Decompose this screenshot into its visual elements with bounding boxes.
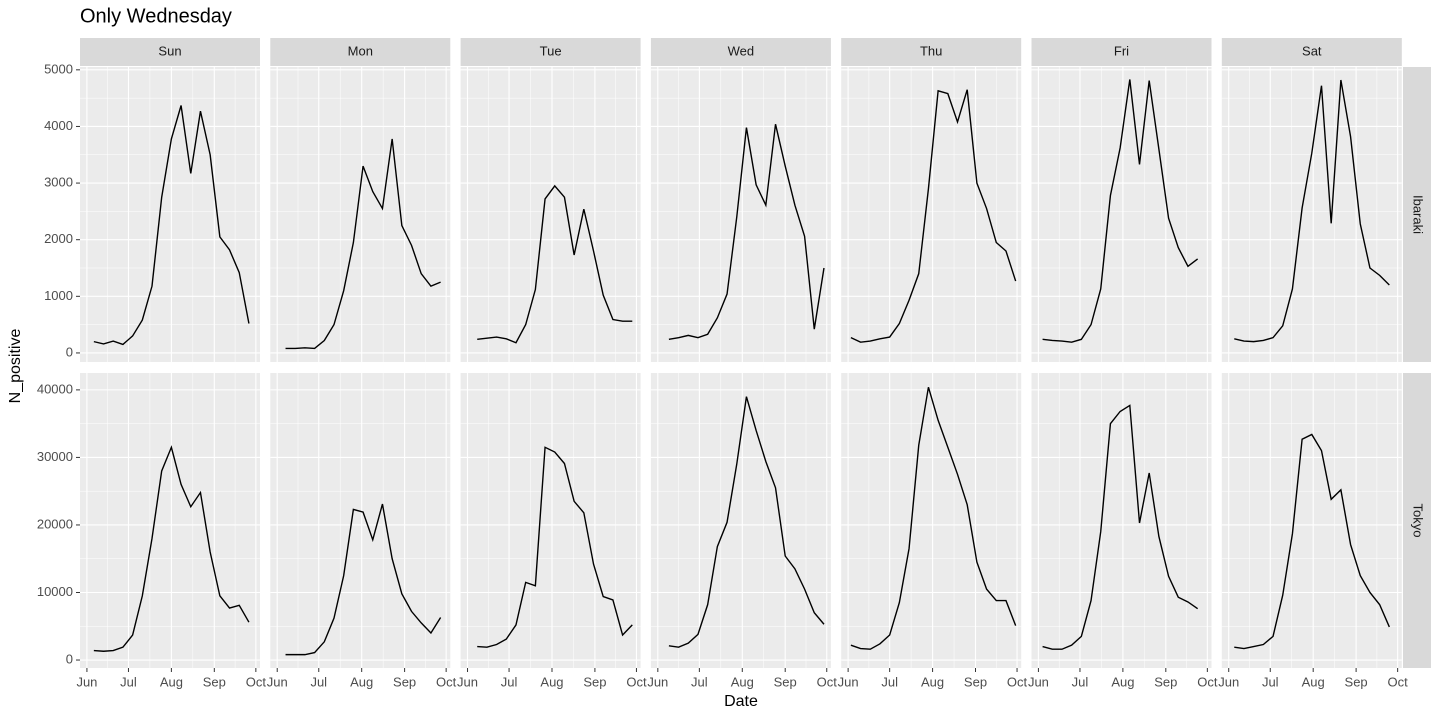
panel-background (270, 373, 451, 668)
x-tick-label: Jul (881, 674, 898, 689)
x-tick-label: Sep (1345, 674, 1368, 689)
panel-background (80, 373, 260, 668)
strip-label: Tokyo (1411, 504, 1426, 538)
x-tick-label: Sep (583, 674, 606, 689)
strip-background (841, 38, 1022, 66)
panel-background (841, 67, 1022, 362)
x-tick-label: Jul (501, 674, 518, 689)
x-tick-label: Jul (310, 674, 327, 689)
x-tick-label: Jul (1072, 674, 1089, 689)
data-line (93, 445, 250, 652)
data-line (477, 446, 633, 648)
y-tick-label: 40000 (37, 381, 73, 396)
x-tick-label: Aug (1302, 674, 1325, 689)
x-tick-label: Sep (964, 674, 987, 689)
strip-label: Tue (540, 43, 562, 58)
data-line (850, 89, 1017, 343)
panel-background (841, 373, 1022, 668)
chart-title: Only Wednesday (80, 5, 232, 27)
data-line (93, 105, 250, 346)
panel-background (270, 67, 451, 362)
data-line (668, 124, 825, 341)
strip-background (1031, 38, 1212, 66)
y-tick-label: 20000 (37, 516, 73, 531)
data-line (285, 138, 441, 350)
x-tick-label: Jul (691, 674, 708, 689)
data-line (668, 396, 825, 648)
panel-background (1031, 373, 1212, 668)
strip-label: Wed (728, 43, 755, 58)
strip-background (1221, 38, 1402, 66)
x-tick-label: Jun (1218, 674, 1239, 689)
x-tick-label: Jun (1028, 674, 1049, 689)
x-tick-label: Aug (1111, 674, 1134, 689)
y-tick-label: 3000 (44, 175, 73, 190)
x-tick-label: Jun (267, 674, 288, 689)
panel-background (80, 67, 260, 362)
strip-background (80, 38, 260, 66)
x-tick-label: Oct (626, 674, 647, 689)
x-tick-label: Sep (1154, 674, 1177, 689)
y-axis-title: N_positive (7, 329, 24, 404)
panel-background (1221, 373, 1402, 668)
x-tick-label: Aug (921, 674, 944, 689)
x-tick-label: Sep (393, 674, 416, 689)
x-tick-label: Oct (1388, 674, 1409, 689)
panel-background (1221, 67, 1402, 362)
data-line (1042, 79, 1199, 343)
data-line (850, 386, 1017, 650)
panel-background (1031, 67, 1212, 362)
data-line (285, 503, 442, 656)
strip-background (650, 38, 831, 66)
y-tick-label: 2000 (44, 231, 73, 246)
strip-background (460, 38, 641, 66)
y-tick-label: 30000 (37, 449, 73, 464)
x-tick-label: Jun (838, 674, 859, 689)
x-tick-label: Oct (817, 674, 838, 689)
x-tick-label: Jul (1262, 674, 1279, 689)
strip-label: Fri (1114, 43, 1129, 58)
data-line (1234, 433, 1390, 650)
x-tick-label: Oct (1007, 674, 1028, 689)
x-tick-label: Sep (203, 674, 226, 689)
panel-background (650, 67, 831, 362)
strip-label: Ibaraki (1411, 195, 1426, 234)
x-tick-label: Jun (76, 674, 97, 689)
x-tick-label: Jul (120, 674, 137, 689)
strip-background (1403, 373, 1431, 668)
x-axis-title: Date (724, 693, 758, 710)
y-tick-label: 10000 (37, 584, 73, 599)
x-tick-label: Sep (774, 674, 797, 689)
y-tick-label: 4000 (44, 118, 73, 133)
x-tick-label: Oct (436, 674, 457, 689)
y-tick-label: 1000 (44, 288, 73, 303)
panel-background (460, 373, 641, 668)
data-line (1234, 79, 1390, 343)
x-tick-label: Oct (1197, 674, 1218, 689)
strip-label: Thu (920, 43, 942, 58)
panel-background (460, 67, 641, 362)
y-tick-label: 5000 (44, 61, 73, 76)
x-tick-label: Jun (647, 674, 668, 689)
y-tick-label: 0 (66, 344, 73, 359)
x-tick-label: Aug (350, 674, 373, 689)
strip-label: Sat (1302, 43, 1322, 58)
data-line (1042, 404, 1199, 650)
strip-label: Sun (158, 43, 181, 58)
panel-background (650, 373, 831, 668)
x-tick-label: Oct (246, 674, 267, 689)
x-tick-label: Aug (160, 674, 183, 689)
x-tick-label: Jun (457, 674, 478, 689)
data-line (477, 184, 633, 344)
strip-label: Mon (348, 43, 373, 58)
strip-background (270, 38, 451, 66)
strip-background (1403, 67, 1431, 362)
y-tick-label: 0 (66, 651, 73, 666)
x-tick-label: Aug (731, 674, 754, 689)
x-tick-label: Aug (540, 674, 563, 689)
